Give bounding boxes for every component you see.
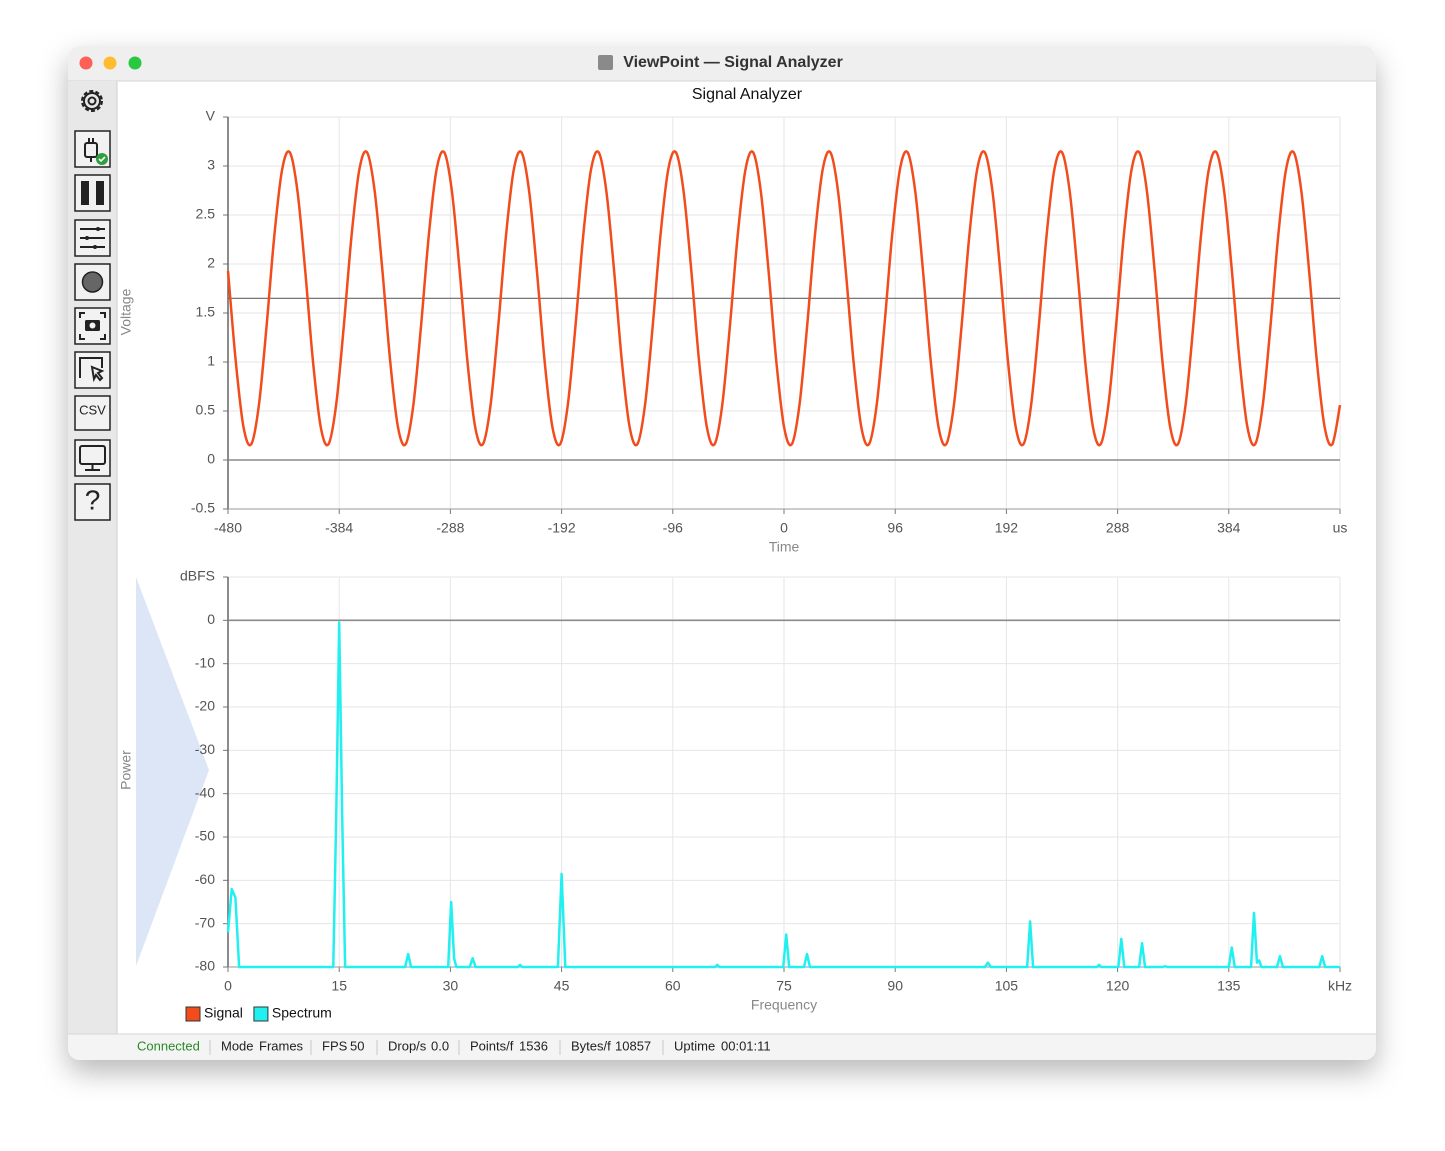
x-tick-label: 0 xyxy=(224,978,232,994)
legend-swatch xyxy=(253,1006,269,1022)
chart-title: Signal Analyzer xyxy=(692,86,803,103)
x-tick-label: -288 xyxy=(436,520,464,536)
x-tick-label: kHz xyxy=(1328,978,1352,994)
x-tick-label: 120 xyxy=(1106,978,1130,994)
y-tick-label: -20 xyxy=(195,698,215,714)
y-tick-label: -70 xyxy=(195,914,215,930)
x-tick-label: 60 xyxy=(665,978,681,994)
status-value: 10857 xyxy=(615,1038,651,1053)
x-axis-title: Frequency xyxy=(751,997,817,1013)
y-tick-label: 0.5 xyxy=(196,402,216,418)
title-bar xyxy=(68,46,1376,81)
csv-label: CSV xyxy=(79,402,106,417)
y-tick-label: V xyxy=(206,108,216,124)
legend-label: Spectrum xyxy=(272,1005,332,1021)
minimize-button[interactable] xyxy=(103,56,117,70)
status-value: 0.0 xyxy=(431,1038,449,1053)
legend-swatch xyxy=(185,1006,201,1022)
y-tick-label: -30 xyxy=(195,741,215,757)
y-tick-label: 3 xyxy=(207,157,215,173)
y-tick-label: 0 xyxy=(207,611,215,627)
x-tick-label: -480 xyxy=(214,520,242,536)
window xyxy=(68,46,1376,1060)
status-label: Drop/s xyxy=(388,1038,427,1053)
close-button[interactable] xyxy=(79,56,93,70)
status-value: 1536 xyxy=(519,1038,548,1053)
csv-button[interactable]: CSV xyxy=(74,395,111,431)
status-label: Uptime xyxy=(674,1038,715,1053)
settings-button[interactable] xyxy=(81,90,103,112)
controls-button[interactable] xyxy=(74,219,111,257)
select-button[interactable] xyxy=(74,351,111,389)
zoom-button[interactable] xyxy=(128,56,142,70)
y-tick-label: -0.5 xyxy=(191,500,215,516)
x-tick-label: -192 xyxy=(548,520,576,536)
status-value: 50 xyxy=(350,1038,364,1053)
status-value: 00:01:11 xyxy=(721,1038,771,1053)
window-title: ViewPoint — Signal Analyzer xyxy=(623,54,843,71)
x-tick-label: -96 xyxy=(663,520,683,536)
x-tick-label: 135 xyxy=(1217,978,1241,994)
series-line xyxy=(226,621,1340,969)
series-line xyxy=(226,150,1342,447)
status-label: FPS xyxy=(322,1038,348,1053)
y-tick-label: 1.5 xyxy=(196,304,216,320)
status-label: Points/f xyxy=(470,1038,514,1053)
x-tick-label: us xyxy=(1333,520,1348,536)
power-indicator xyxy=(136,577,209,966)
y-tick-label: 2 xyxy=(207,255,215,271)
pause-button[interactable] xyxy=(74,174,111,212)
x-tick-label: 45 xyxy=(554,978,570,994)
y-tick-label: -50 xyxy=(195,828,215,844)
charts: Signal Analyzer -0.5 0 0.5 1 1.5 2 2.5 3 V -480 -38… xyxy=(118,86,1352,1022)
status-bar xyxy=(68,1034,1376,1060)
x-tick-label: 192 xyxy=(995,520,1019,536)
x-tick-label: 384 xyxy=(1217,520,1241,536)
y-tick-label: dBFS xyxy=(180,568,215,584)
screenshot-button[interactable] xyxy=(74,307,111,345)
status-value: Frames xyxy=(259,1038,304,1053)
x-tick-label: 288 xyxy=(1106,520,1130,536)
y-tick-label: -80 xyxy=(195,958,215,974)
x-tick-label: 90 xyxy=(887,978,903,994)
y-tick-label: -10 xyxy=(195,654,215,670)
x-tick-label: 105 xyxy=(995,978,1019,994)
help-label: ? xyxy=(85,484,101,515)
y-tick-label: 0 xyxy=(207,451,215,467)
x-tick-label: -384 xyxy=(325,520,353,536)
x-axis-title: Time xyxy=(769,539,800,555)
display-button[interactable] xyxy=(74,439,111,477)
x-tick-label: 96 xyxy=(887,520,903,536)
y-tick-label: -40 xyxy=(195,784,215,800)
app-icon xyxy=(598,55,613,70)
x-tick-label: 15 xyxy=(331,978,347,994)
x-tick-label: 0 xyxy=(780,520,788,536)
connection-status: Connected xyxy=(137,1038,200,1053)
connect-button[interactable] xyxy=(74,130,111,168)
legend-label: Signal xyxy=(204,1005,243,1021)
status-label: Bytes/f xyxy=(571,1038,611,1053)
status-label: Mode xyxy=(221,1038,254,1053)
y-tick-label: 1 xyxy=(207,353,215,369)
x-tick-label: 75 xyxy=(776,978,792,994)
y-axis-title: Power xyxy=(118,750,134,790)
y-tick-label: -60 xyxy=(195,871,215,887)
record-button[interactable] xyxy=(74,263,111,301)
status-fields: Mode Frames FPS 50 Drop/s 0.0 Points/f 1536 Byte… xyxy=(209,1038,771,1055)
help-button[interactable]: ? xyxy=(74,483,111,521)
y-tick-label: 2.5 xyxy=(196,206,216,222)
x-tick-label: 30 xyxy=(443,978,459,994)
y-axis-title: Voltage xyxy=(118,288,134,335)
